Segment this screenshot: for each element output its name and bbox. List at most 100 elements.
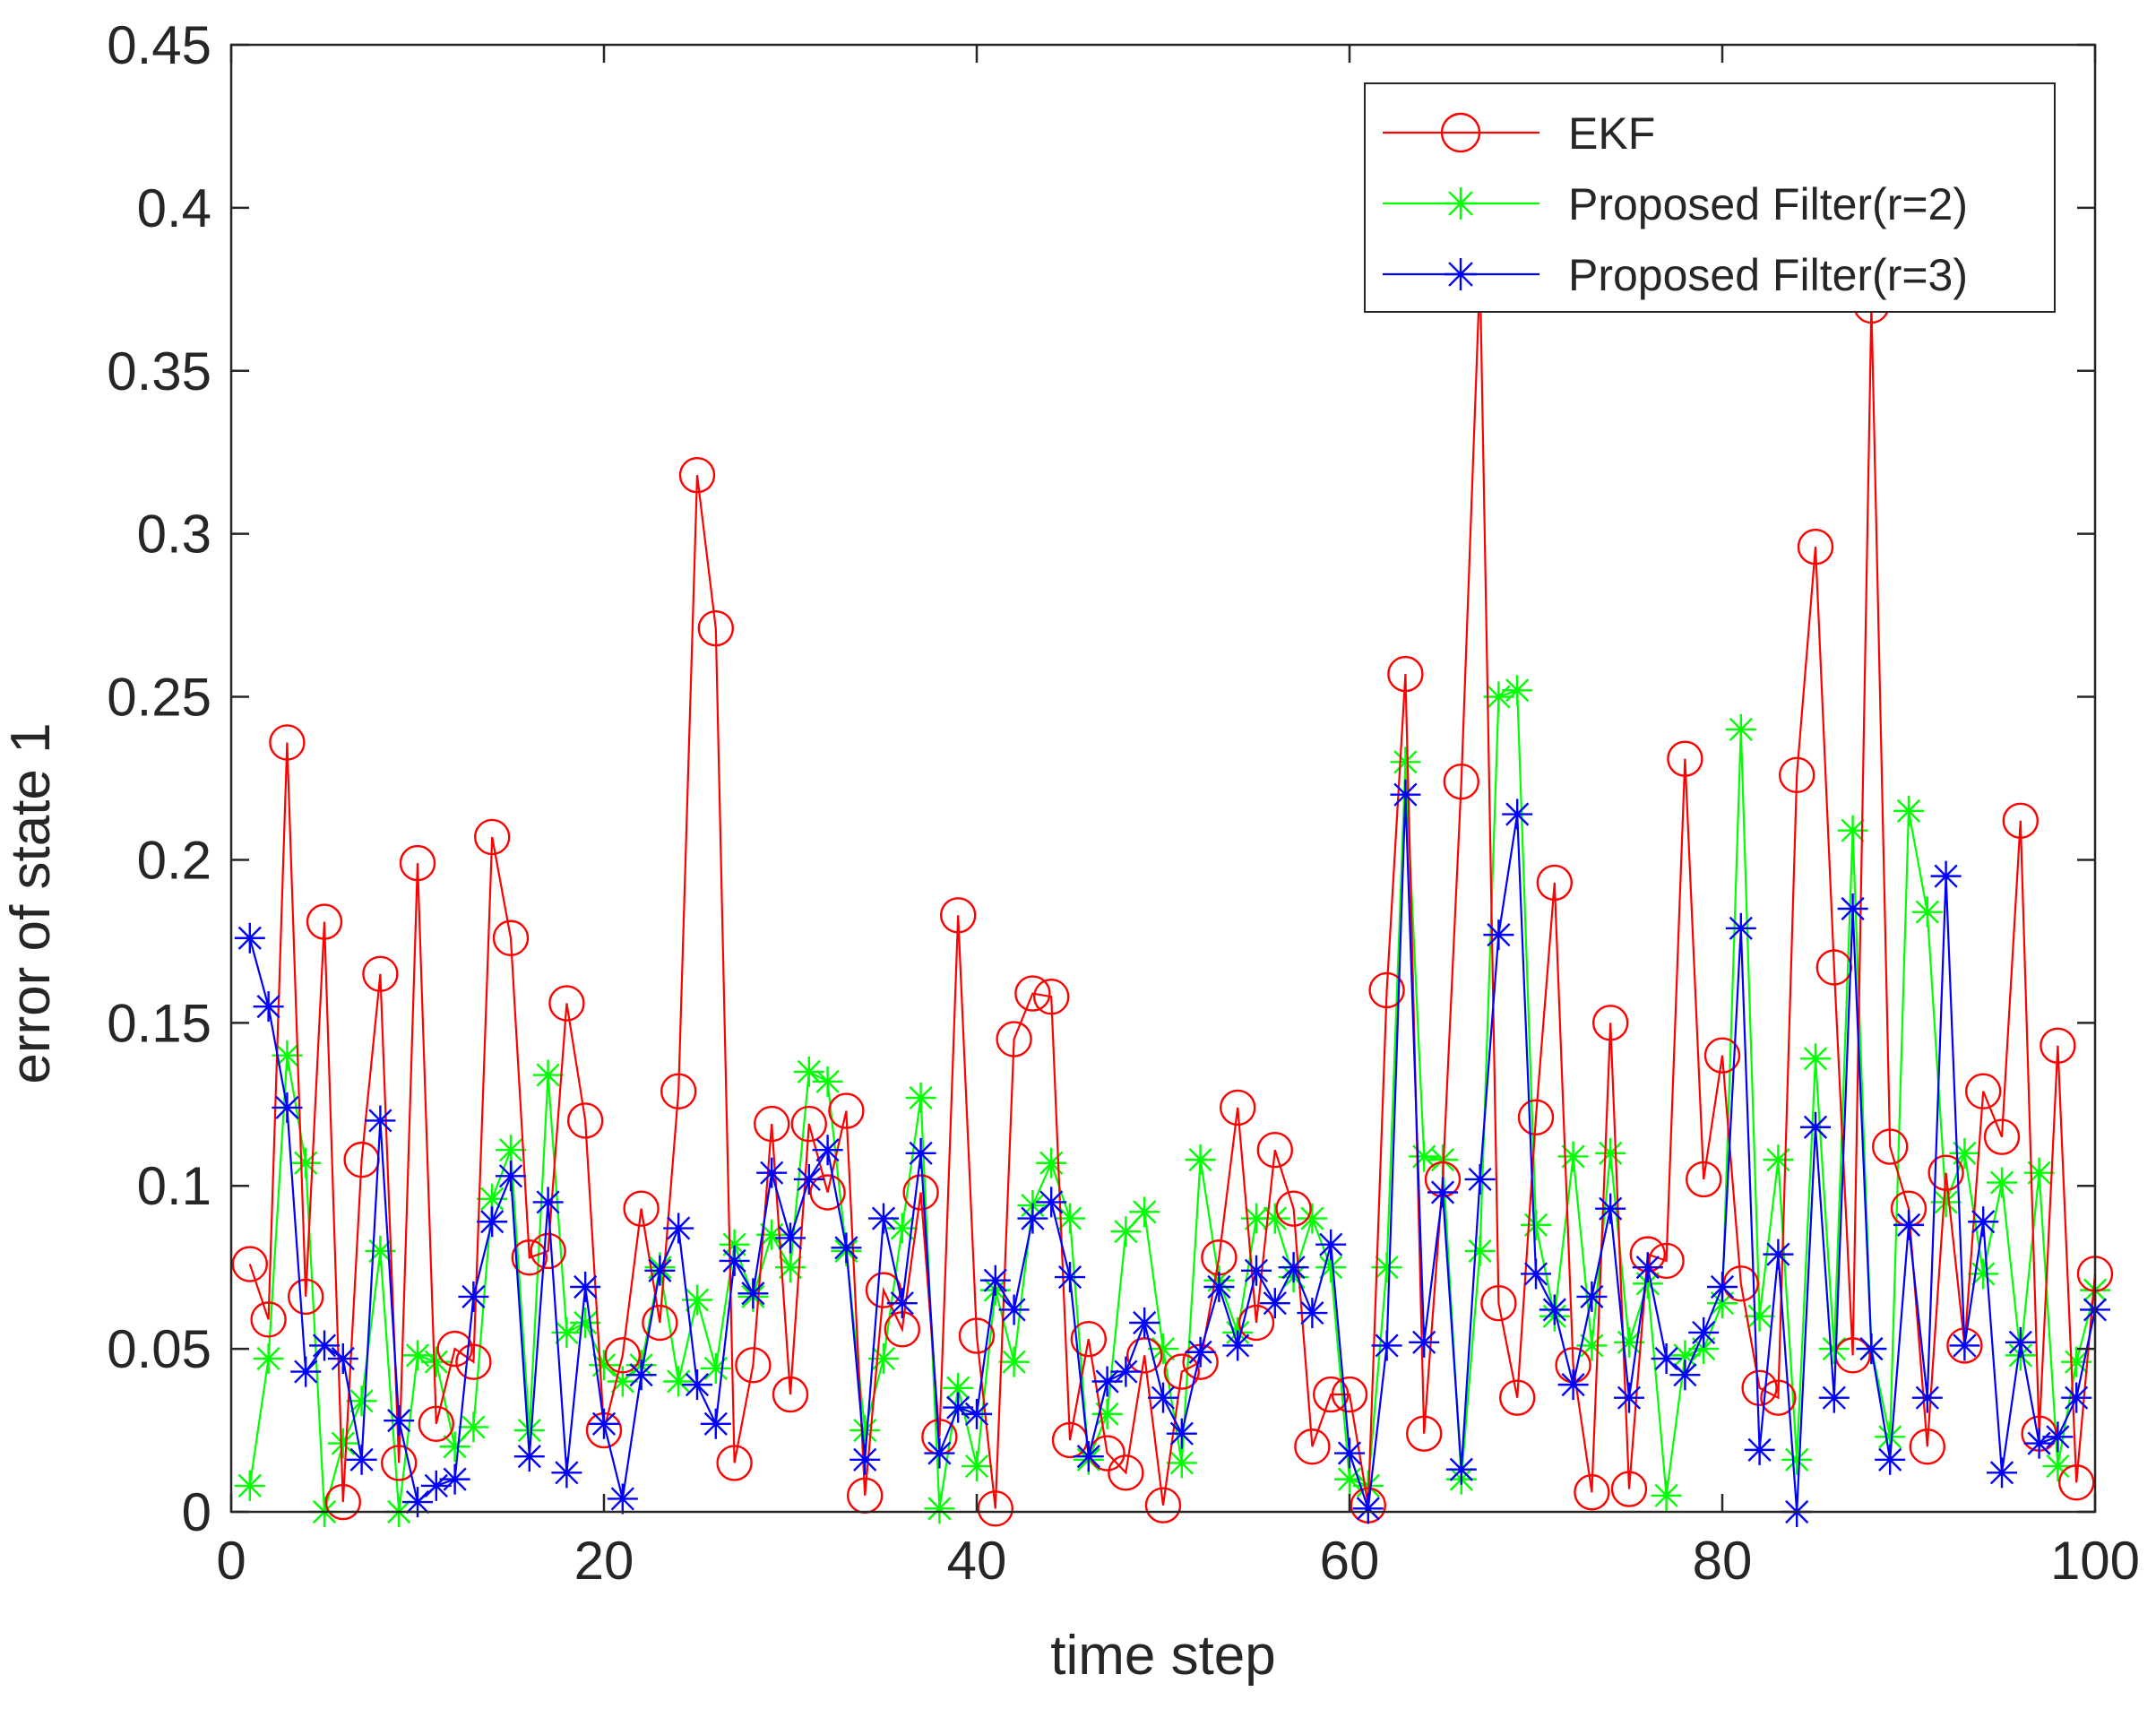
data-point — [697, 609, 734, 647]
data-point — [828, 1092, 865, 1129]
data-point — [886, 1213, 918, 1244]
data-point — [1983, 1118, 2021, 1155]
data-point — [402, 1340, 433, 1371]
data-point — [234, 922, 265, 954]
data-point — [1521, 1209, 1551, 1240]
data-point — [513, 1441, 545, 1472]
data-point — [1297, 1298, 1328, 1329]
data-point — [1632, 1268, 1663, 1299]
data-point — [1557, 1369, 1589, 1401]
data-point — [2061, 1382, 2092, 1413]
data-point — [439, 1431, 470, 1463]
data-point — [1371, 1330, 1402, 1361]
data-point — [2040, 1027, 2076, 1064]
data-point — [1409, 1141, 1440, 1172]
data-point — [1875, 1444, 1906, 1475]
data-point — [1464, 1163, 1496, 1195]
data-point — [1368, 971, 1405, 1009]
data-point — [962, 1398, 992, 1429]
data-point — [625, 1359, 657, 1391]
data-point — [1148, 1334, 1178, 1365]
data-point — [1297, 1203, 1328, 1234]
data-point — [1483, 919, 1514, 951]
data-point — [1725, 912, 1756, 944]
x-tick-label: 20 — [574, 1531, 634, 1591]
data-point — [1521, 1258, 1551, 1290]
data-point — [1517, 1099, 1555, 1136]
data-point — [1557, 1141, 1589, 1172]
data-point — [2057, 1464, 2095, 1501]
data-point — [642, 1304, 678, 1342]
data-point — [1688, 1334, 1720, 1365]
legend-marker — [1440, 112, 1481, 153]
x-tick-label: 40 — [947, 1531, 1007, 1591]
data-point — [998, 1294, 1030, 1325]
data-point — [1409, 1326, 1440, 1358]
data-point — [1091, 1366, 1123, 1397]
data-point — [604, 1337, 641, 1374]
data-point — [1185, 1144, 1216, 1176]
data-point — [1390, 747, 1421, 778]
data-point — [418, 1405, 454, 1442]
data-point — [700, 1352, 731, 1384]
data-point — [1632, 1252, 1663, 1283]
data-point — [756, 1157, 788, 1188]
data-point — [1595, 1193, 1626, 1224]
data-point — [1275, 1190, 1312, 1227]
data-point — [809, 1174, 846, 1211]
data-point — [1669, 1340, 1701, 1371]
data-point — [2002, 802, 2040, 839]
data-point — [754, 1105, 790, 1143]
data-point — [1259, 1203, 1290, 1234]
data-point — [1480, 1284, 1517, 1322]
data-point — [644, 1255, 676, 1286]
data-point — [1818, 1334, 1850, 1365]
data-point — [1856, 1334, 1887, 1365]
data-point — [362, 955, 399, 992]
data-point — [513, 1415, 545, 1446]
data-point — [737, 1278, 769, 1309]
data-point — [327, 1428, 358, 1459]
data-point — [831, 1232, 862, 1264]
data-point — [998, 1346, 1030, 1377]
data-point — [269, 724, 306, 761]
data-point — [1464, 1235, 1496, 1266]
data-point — [477, 1206, 508, 1238]
data-point — [306, 903, 343, 940]
data-point — [1651, 1480, 1682, 1511]
data-point — [790, 1105, 827, 1143]
data-point — [1763, 1239, 1794, 1270]
data-point — [1707, 1271, 1738, 1302]
data-point — [511, 1239, 548, 1276]
legend-marker — [1445, 258, 1477, 290]
data-point — [1837, 893, 1868, 925]
data-point — [812, 1066, 843, 1097]
data-point — [1591, 1005, 1629, 1041]
data-point — [1909, 1428, 1946, 1465]
data-point — [775, 1252, 806, 1283]
data-point — [1760, 1379, 1797, 1416]
data-point — [1949, 1137, 1980, 1169]
data-point — [1968, 1258, 1999, 1290]
data-point — [902, 1174, 939, 1211]
data-point — [958, 1317, 996, 1354]
data-point — [812, 1135, 843, 1166]
data-point — [253, 1343, 284, 1375]
data-point — [1129, 1196, 1160, 1228]
data-point — [2005, 1326, 2036, 1358]
data-point — [2061, 1346, 2092, 1377]
data-point — [492, 919, 530, 956]
data-point — [231, 1246, 268, 1282]
data-point — [551, 1457, 582, 1489]
data-point — [1778, 756, 1815, 794]
data-point — [384, 1405, 415, 1437]
data-point — [1125, 1337, 1163, 1374]
data-point — [436, 1330, 473, 1368]
data-point — [1036, 1187, 1067, 1218]
x-tick-label: 100 — [2050, 1531, 2140, 1591]
data-point — [1893, 795, 1924, 826]
data-point — [1614, 1326, 1644, 1358]
plot-frame — [229, 43, 2097, 1514]
x-tick-label: 0 — [216, 1531, 246, 1591]
legend-label: Proposed Filter(r=3) — [1568, 250, 1968, 300]
